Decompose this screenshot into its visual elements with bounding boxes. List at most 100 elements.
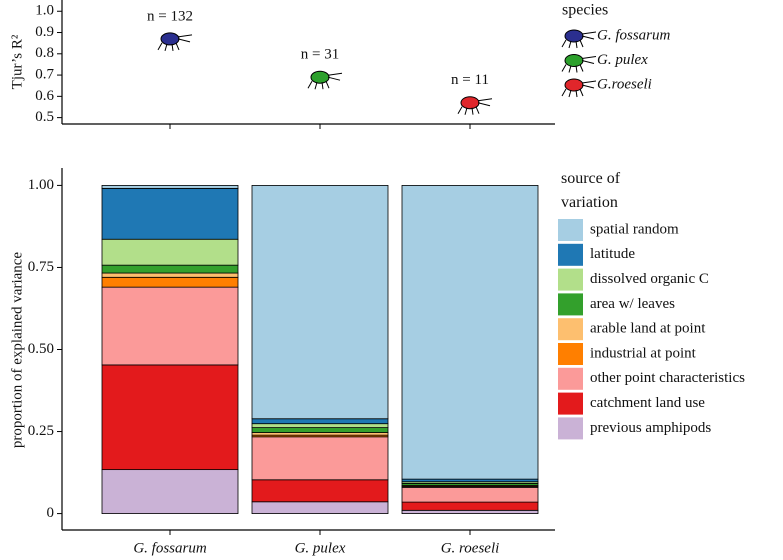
leg <box>581 80 597 84</box>
bar-segment <box>251 479 389 503</box>
leg <box>464 107 468 115</box>
legend-label: G. fossarum <box>597 27 671 43</box>
leg <box>157 42 163 51</box>
bar-segment <box>101 264 239 274</box>
legend-swatch <box>558 417 583 440</box>
leg <box>177 38 191 43</box>
legend-swatch <box>558 392 583 415</box>
leg <box>575 65 578 73</box>
leg <box>321 82 324 90</box>
leg <box>327 72 343 76</box>
point <box>157 32 193 52</box>
legend-label: previous amphipods <box>590 420 711 436</box>
y-tick-label: 1.0 <box>35 3 54 19</box>
legend-label: G.roeseli <box>597 76 652 92</box>
leg <box>457 106 463 114</box>
bar-segment <box>251 436 389 481</box>
bar-segment <box>401 185 539 480</box>
leg <box>325 81 330 89</box>
y-tick-label: 0 <box>47 505 55 521</box>
bar-segment <box>251 185 389 420</box>
legend-marker <box>561 54 597 73</box>
point <box>307 70 343 90</box>
leg <box>575 40 578 49</box>
legend-swatch <box>558 219 583 241</box>
y-tick-label: 0.75 <box>28 259 54 275</box>
bar-segment <box>101 187 239 240</box>
legend-label: latitude <box>590 246 635 262</box>
leg <box>561 39 567 48</box>
bar-segment <box>101 185 239 189</box>
y-tick-label: 0.6 <box>35 88 54 104</box>
bar-segment <box>101 276 239 288</box>
leg <box>575 89 578 98</box>
bar-segment <box>101 469 239 514</box>
x-tick-label: G. pulex <box>295 540 346 556</box>
leg <box>581 60 595 64</box>
legend-label: dissolved organic C <box>590 271 709 287</box>
y-tick-label: 0.7 <box>35 67 54 83</box>
legend-label: G. pulex <box>597 52 648 68</box>
legend-swatch <box>558 318 583 341</box>
leg <box>177 34 193 38</box>
legend-label: other point characteristics <box>590 370 745 386</box>
legend-label: area w/ leaves <box>590 296 675 312</box>
y-tick-label: 1.00 <box>28 177 54 193</box>
leg <box>579 39 584 48</box>
leg <box>581 56 597 59</box>
annotation: n = 132 <box>147 8 193 24</box>
leg <box>307 80 313 89</box>
legend-title: source of variation <box>561 170 621 211</box>
legend-title: species <box>562 2 608 19</box>
bar-segment <box>401 501 539 511</box>
leg <box>561 88 567 97</box>
legend-swatch <box>558 343 583 365</box>
bar-segment <box>101 286 239 366</box>
bar-segment <box>101 364 239 471</box>
bar-segment <box>401 509 539 514</box>
leg <box>327 76 341 81</box>
legend-marker <box>561 78 597 98</box>
annotation: n = 31 <box>301 47 339 63</box>
leg <box>171 43 174 51</box>
leg <box>568 89 572 98</box>
y-tick-label: 0.25 <box>28 423 54 439</box>
leg <box>475 106 480 114</box>
leg <box>568 40 572 49</box>
y-axis-label: proportion of explained variance <box>9 252 25 449</box>
bar-segment <box>251 423 389 429</box>
leg <box>477 98 493 102</box>
leg <box>568 65 572 73</box>
bar-segment <box>101 272 239 278</box>
leg <box>164 43 168 52</box>
leg <box>314 82 318 90</box>
y-tick-label: 0.9 <box>35 24 54 40</box>
annotation: n = 11 <box>451 72 489 88</box>
y-tick-label: 0.5 <box>35 109 54 125</box>
leg <box>579 64 584 72</box>
leg <box>561 64 567 72</box>
y-tick-label: 0.8 <box>35 45 54 61</box>
legend-label: industrial at point <box>590 345 697 361</box>
x-tick-label: G. fossarum <box>133 540 207 556</box>
leg <box>579 88 584 97</box>
point <box>457 96 493 115</box>
bar-segment <box>101 238 239 266</box>
legend-swatch <box>558 243 583 266</box>
legend-swatch <box>558 268 583 291</box>
bar-segment <box>251 418 389 425</box>
leg <box>581 35 595 40</box>
leg <box>477 102 491 107</box>
legend-label: catchment land use <box>590 395 705 411</box>
legend-label: arable land at point <box>590 321 706 337</box>
x-tick-label: G. roeseli <box>441 540 500 556</box>
leg <box>471 107 474 115</box>
y-axis-label: Tjur’s R² <box>9 34 25 89</box>
bar-segment <box>251 427 389 433</box>
legend-label: spatial random <box>590 221 679 237</box>
bar-segment <box>401 486 539 503</box>
leg <box>581 31 597 35</box>
y-tick-label: 0.50 <box>28 341 54 357</box>
